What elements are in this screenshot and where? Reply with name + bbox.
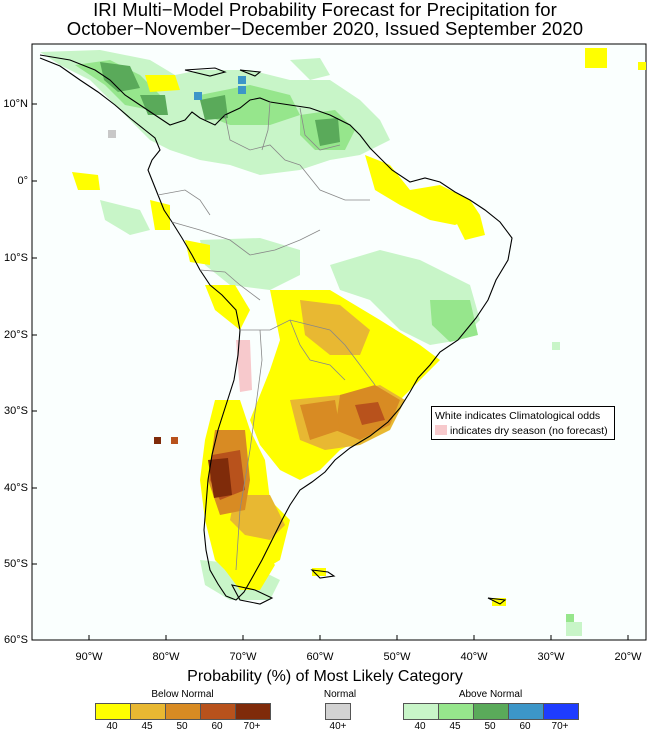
above-normal-tick-40: 40: [414, 721, 426, 732]
lon-label-90w: 90°W: [75, 651, 103, 663]
falklands-outline: [310, 569, 336, 579]
above-normal-swatch-50: [474, 704, 509, 719]
dry-season-note: indicates dry season (no forecast): [450, 425, 608, 437]
map-title-line-1: IRI Multi−Model Probability Forecast for…: [93, 0, 557, 20]
country-borders: [157, 101, 376, 571]
lon-label-80w: 80°W: [152, 651, 180, 663]
caribbean-island-1: [184, 67, 227, 77]
dry-season-atacama: [236, 340, 252, 392]
map-title-line-2: October−November−December 2020, Issued S…: [66, 18, 584, 39]
above-normal-swatch-70: [544, 704, 579, 719]
above-normal-strong-3: [315, 118, 340, 146]
above-normal-blue-2: [194, 92, 202, 100]
lon-label-70w: 70°W: [229, 651, 257, 663]
south-georgia-outline: [487, 597, 507, 605]
below-normal-tick-40: 40: [106, 721, 118, 732]
above-normal-brazil-east-moderate: [430, 300, 478, 342]
above-normal-tick-70: 70+: [551, 721, 569, 732]
below-normal-label: Below Normal: [151, 689, 214, 700]
above-normal-mid-atlantic-cell: [552, 342, 560, 350]
above-normal-tick-50: 50: [484, 721, 496, 732]
below-normal-plata-wide: [250, 290, 440, 480]
below-normal-mid-cell: [268, 380, 276, 388]
caribbean-island-2: [239, 69, 262, 77]
above-normal-atlantic-cell: [566, 622, 582, 636]
lat-label-40s: 40°S: [4, 482, 28, 494]
below-normal-very-strong-uruguay: [355, 402, 385, 425]
dry-season-swatch: [435, 425, 447, 435]
above-normal-tick-45: 45: [449, 721, 461, 732]
above-normal-blue-3: [238, 86, 246, 94]
coastline: [39, 54, 513, 605]
legend-note-box: White indicates Climatological odds indi…: [431, 406, 615, 440]
below-normal-top-right: [585, 48, 607, 68]
normal-cell: [108, 130, 116, 138]
below-normal-falklands: [312, 568, 326, 576]
above-normal-atlantic-cell-2: [566, 614, 574, 622]
below-normal-extreme-chile: [208, 458, 232, 498]
tierra-del-fuego: [230, 584, 274, 605]
below-normal-colorbar: [95, 703, 271, 720]
below-normal-ecuador: [72, 172, 100, 190]
below-normal-swatch-40: [96, 704, 131, 719]
below-normal-swatch-70: [236, 704, 271, 719]
axis-ticks: [32, 103, 629, 640]
below-normal-pacific-strip: [150, 200, 170, 230]
below-normal-peru: [185, 240, 210, 265]
below-normal-strong-argentina: [300, 400, 340, 440]
lon-label-30w: 30°W: [537, 651, 565, 663]
normal-colorbar: [325, 703, 351, 720]
below-normal-tick-70: 70+: [243, 721, 261, 732]
above-normal-label: Above Normal: [458, 689, 523, 700]
climatology-note: White indicates Climatological odds: [435, 410, 601, 422]
above-normal-blue-1: [238, 76, 246, 84]
below-normal-caribbean-north: [145, 75, 180, 92]
below-normal-swatch-45: [131, 704, 166, 719]
below-normal-swatch-60: [201, 704, 236, 719]
below-normal-south-georgia: [492, 598, 506, 606]
lon-label-40w: 40°W: [460, 651, 488, 663]
above-normal-swatch-60: [509, 704, 544, 719]
lon-label-60w: 60°W: [306, 651, 334, 663]
above-normal-amazon: [200, 238, 300, 290]
above-normal-colorbar: [403, 703, 579, 720]
above-normal-strong-2: [200, 95, 228, 120]
above-normal-pacific-coast: [100, 200, 150, 235]
above-normal-swatch-40: [404, 704, 439, 719]
lat-label-0: 0°: [17, 175, 28, 187]
legend-title: Probability (%) of Most Likely Category: [187, 668, 463, 685]
below-normal-tick-60: 60: [211, 721, 223, 732]
lat-label-60s: 60°S: [4, 634, 28, 646]
below-normal-guyana: [365, 155, 480, 225]
below-normal-moderate-plata: [300, 300, 370, 355]
lat-label-20s: 20°S: [4, 329, 28, 341]
lon-label-20w: 20°W: [614, 651, 642, 663]
lat-label-10s: 10°S: [4, 252, 28, 264]
below-normal-tick-45: 45: [141, 721, 153, 732]
below-normal-mid-cell-2: [400, 350, 424, 362]
below-normal-swatch-50: [166, 704, 201, 719]
normal-tick-40: 40+: [329, 721, 347, 732]
normal-label: Normal: [323, 689, 357, 700]
below-normal-central: [205, 285, 250, 330]
above-normal-venezuela-strip: [290, 58, 330, 80]
above-normal-strong-1: [100, 62, 140, 92]
below-normal-extreme-cell-1: [154, 437, 161, 444]
lat-label-50s: 50°S: [4, 558, 28, 570]
above-normal-swatch-45: [439, 704, 474, 719]
lat-label-10n: 10°N: [3, 98, 28, 110]
lon-label-50w: 50°W: [383, 651, 411, 663]
above-normal-tick-60: 60: [519, 721, 531, 732]
below-normal-very-strong-cell: [171, 437, 178, 444]
below-normal-northeast-brazil: [455, 215, 485, 240]
lat-label-30s: 30°S: [4, 405, 28, 417]
below-normal-tick-50: 50: [176, 721, 188, 732]
normal-swatch: [326, 704, 351, 719]
central-america-coast: [39, 54, 513, 601]
below-normal-top-right-edge: [638, 62, 646, 70]
